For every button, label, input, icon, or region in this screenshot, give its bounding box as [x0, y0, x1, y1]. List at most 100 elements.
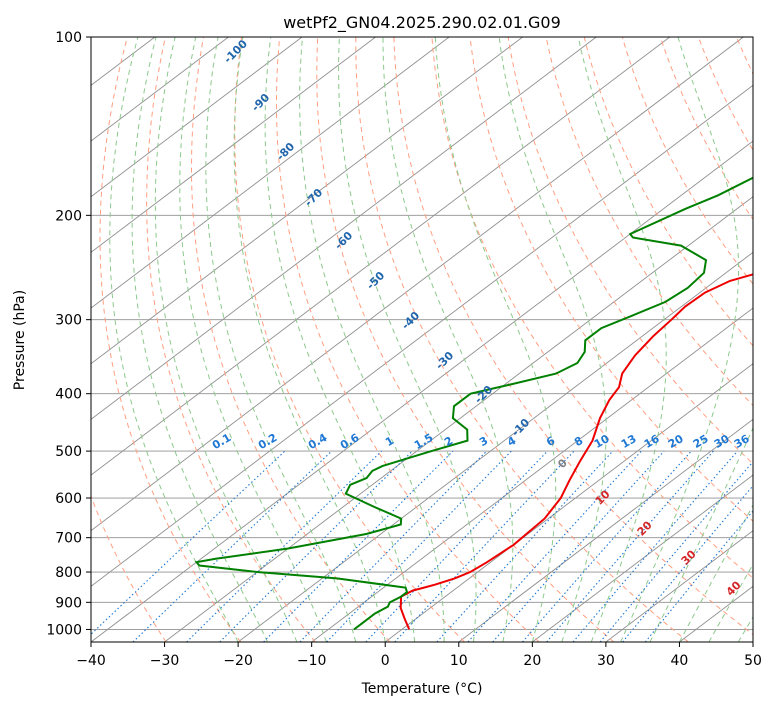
isotherm [91, 37, 523, 365]
y-tick-label: 600 [55, 491, 82, 507]
isotherm [91, 37, 671, 476]
mixing-ratio-line [522, 450, 692, 642]
isotherm [91, 140, 753, 642]
isotherm [91, 37, 450, 309]
mixing-ratio-line [326, 450, 512, 642]
moist-adiabat [649, 426, 753, 642]
mixing-ratio-line [436, 450, 614, 642]
mixing-ratio-label: 1 [383, 434, 396, 449]
dry-adiabat [621, 37, 753, 285]
y-tick-label: 300 [55, 313, 82, 329]
dry-adiabat-label: -40 [399, 309, 422, 332]
dry-adiabat [659, 37, 753, 221]
mixing-ratio-line [219, 450, 413, 642]
moist-adiabat [338, 37, 477, 642]
isotherm [91, 37, 597, 420]
mixing-ratio-label: 0.6 [338, 431, 362, 452]
y-axis: 100 200 300 400 500 600 700 800 900 1000 [46, 30, 91, 638]
plot-frame [90, 36, 754, 643]
moist-adiabat-label: 10 [593, 487, 613, 507]
dewpoint-profile-line [194, 176, 753, 631]
y-tick-label: 500 [55, 444, 82, 460]
isotherm [91, 37, 376, 253]
mixing-ratio-label: 13 [619, 432, 639, 451]
moist-adiabat [109, 37, 239, 642]
dry-adiabat [99, 37, 242, 642]
isotherm [458, 418, 753, 642]
isotherm [605, 530, 753, 642]
moist-adiabat [131, 37, 268, 642]
moist-adiabat [233, 37, 386, 642]
moist-adiabat [154, 37, 298, 642]
dry-adiabat-label: -50 [364, 269, 387, 292]
x-tick-label: 10 [450, 653, 468, 669]
y-tick-label: 400 [55, 387, 82, 403]
moist-adiabat [434, 37, 557, 642]
dry-adiabat [91, 494, 167, 642]
mixing-ratio-label: 0.4 [306, 431, 330, 452]
x-tick-label: −40 [76, 653, 106, 669]
mixing-ratio-line [644, 510, 753, 642]
mixing-ratio-label: 1.5 [412, 431, 435, 452]
mixing-ratio-line [394, 450, 575, 642]
dry-adiabat-label: -90 [249, 91, 272, 114]
moist-adiabat-label: 30 [679, 547, 699, 567]
dry-adiabat-label: -30 [433, 349, 456, 372]
moist-adiabat-label: 0 [555, 456, 570, 471]
isotherm [91, 37, 229, 142]
mixing-ratio-line [299, 450, 487, 642]
dry-adiabat [507, 37, 753, 465]
mixing-ratio-label: 0.2 [256, 431, 279, 452]
temperature-profile-line [399, 273, 753, 630]
dry-adiabat [431, 37, 753, 579]
y-tick-label: 200 [55, 208, 82, 224]
mixing-ratio-line [186, 450, 382, 642]
x-tick-label: 50 [744, 653, 762, 669]
x-tick-label: −30 [150, 653, 180, 669]
mixing-ratio-line [467, 450, 642, 642]
moist-adiabat [577, 37, 667, 642]
dry-adiabat-label: -60 [332, 229, 355, 252]
x-axis-label: Temperature (°C) [361, 681, 483, 697]
y-tick-label: 800 [55, 565, 82, 581]
moist-adiabat [264, 37, 416, 642]
dry-adiabat [545, 37, 753, 407]
isotherm [91, 37, 744, 532]
plot-lines [194, 176, 753, 631]
moist-adiabat [737, 615, 753, 642]
dry-adiabat [355, 37, 689, 642]
mixing-ratio-label: 6 [544, 434, 557, 449]
moist-adiabat [299, 37, 445, 642]
dry-adiabat [697, 37, 753, 152]
isotherm [91, 84, 753, 587]
mixing-ratio-line [263, 450, 454, 642]
y-tick-label: 900 [55, 595, 82, 611]
dry-adiabat [469, 37, 753, 522]
y-axis-label: Pressure (hPa) [12, 290, 28, 390]
isotherm [384, 363, 753, 642]
mixing-ratio-line [492, 450, 665, 642]
y-tick-label: 700 [55, 531, 82, 547]
dry-adiabat [736, 37, 753, 75]
isotherm [91, 37, 303, 198]
moist-adiabat [498, 37, 607, 642]
isotherm [0, 37, 8, 642]
mixing-ratio-line [622, 484, 753, 642]
mixing-ratio-label: 36 [732, 432, 752, 451]
x-axis: −40 −30 −20 −10 0 10 20 30 40 50 [76, 642, 762, 669]
x-tick-label: 20 [523, 653, 541, 669]
dry-adiabat-label: -100 [221, 37, 250, 66]
isotherm [311, 307, 753, 642]
moist-adiabat [708, 563, 753, 642]
mixing-ratio-label: 20 [666, 432, 686, 451]
isotherm [237, 251, 753, 642]
isotherm [164, 196, 753, 642]
isotherm [752, 641, 753, 642]
moist-adiabat [678, 504, 753, 642]
y-tick-label: 100 [55, 30, 82, 46]
moist-adiabat [205, 37, 357, 642]
moist-adiabat [620, 37, 739, 642]
isotherm [532, 474, 753, 642]
x-tick-label: 30 [597, 653, 615, 669]
mixing-ratio-line [91, 450, 286, 635]
